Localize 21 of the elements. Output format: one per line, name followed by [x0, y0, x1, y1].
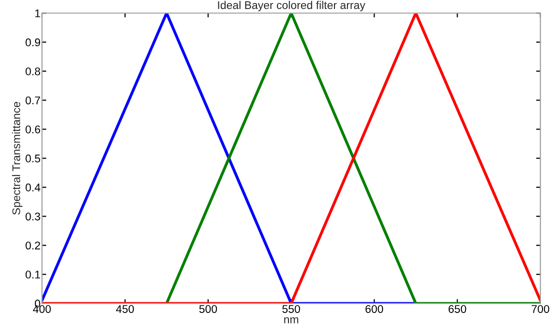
y-tick-label: 0.3 [26, 212, 40, 220]
x-tick-label: 700 [532, 305, 550, 313]
x-axis-title: nm [284, 317, 298, 324]
y-tick-label: 0.9 [26, 38, 40, 46]
x-tick-label: 650 [448, 305, 466, 313]
y-tick-label: 1 [35, 10, 40, 18]
chart-title: Ideal Bayer colored filter array [218, 0, 366, 12]
y-tick-label: 0.7 [26, 96, 40, 104]
y-tick-label: 0 [34, 300, 40, 308]
y-tick-label: 0.6 [26, 126, 40, 134]
y-tick-label: 0.1 [26, 270, 40, 279]
y-axis-title: Spectral Transmittance [12, 102, 22, 215]
y-tick-label: 0.2 [26, 242, 40, 250]
y-tick-label: 0.8 [26, 67, 40, 76]
y-tick-label: 0.5 [26, 154, 40, 162]
x-tick-label: 600 [366, 305, 384, 313]
y-tick-label: 0.4 [26, 184, 40, 192]
x-tick-label: 550 [282, 305, 300, 313]
x-tick-label: 450 [116, 305, 134, 313]
x-tick-label: 400 [32, 305, 51, 313]
x-tick-label: 500 [199, 305, 217, 313]
